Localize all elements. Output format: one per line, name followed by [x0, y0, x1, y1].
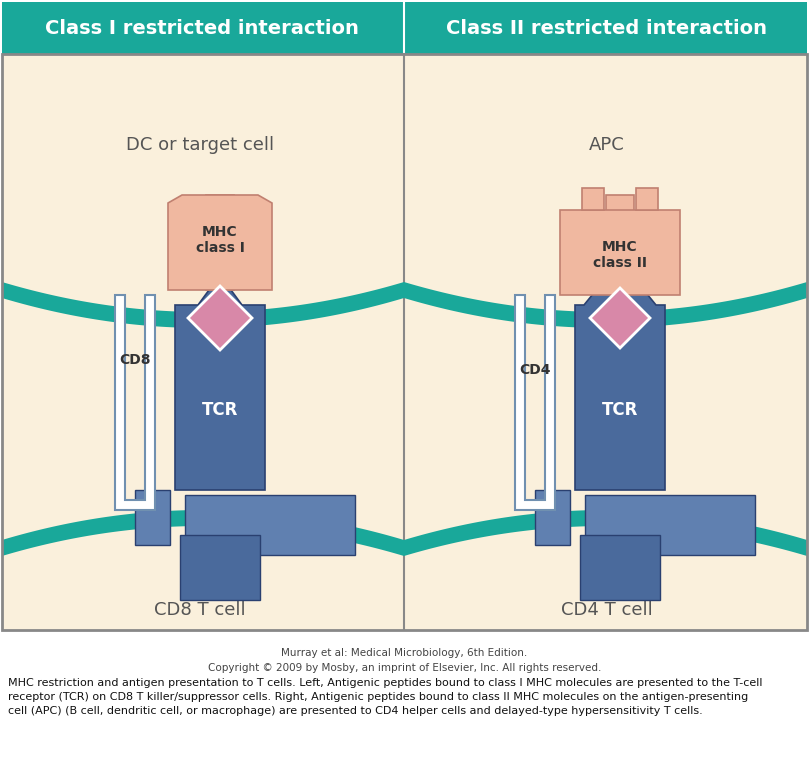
Bar — [2, 54, 807, 630]
Polygon shape — [404, 282, 807, 328]
Text: TCR: TCR — [201, 401, 238, 419]
Polygon shape — [2, 282, 404, 328]
Text: DC or target cell: DC or target cell — [126, 136, 274, 154]
Bar — [585, 495, 755, 555]
Polygon shape — [560, 210, 680, 295]
Text: Murray et al: Medical Microbiology, 6th Edition.
Copyright © 2009 by Mosby, an i: Murray et al: Medical Microbiology, 6th … — [208, 648, 601, 672]
Polygon shape — [115, 295, 155, 510]
Text: CD4: CD4 — [519, 363, 551, 377]
Text: cell (APC) (B cell, dendritic cell, or macrophage) are presented to CD4 helper c: cell (APC) (B cell, dendritic cell, or m… — [8, 706, 703, 716]
Text: Class II restricted interaction: Class II restricted interaction — [446, 18, 767, 37]
Polygon shape — [515, 295, 555, 510]
Polygon shape — [590, 288, 650, 348]
Bar — [180, 535, 260, 600]
Bar — [535, 490, 570, 545]
Polygon shape — [175, 275, 265, 490]
Text: APC: APC — [589, 136, 625, 154]
Text: CD8: CD8 — [119, 353, 150, 367]
Bar — [2, 54, 807, 630]
Text: MHC
class II: MHC class II — [593, 240, 647, 270]
Bar — [580, 535, 660, 600]
Polygon shape — [168, 195, 272, 290]
Bar — [185, 495, 355, 555]
Bar — [606, 195, 634, 290]
Text: TCR: TCR — [602, 401, 638, 419]
Polygon shape — [2, 510, 404, 556]
Bar — [582, 188, 604, 210]
Text: receptor (TCR) on CD8 T killer/suppressor cells. Right, Antigenic peptides bound: receptor (TCR) on CD8 T killer/suppresso… — [8, 692, 748, 702]
Polygon shape — [575, 283, 665, 490]
Polygon shape — [404, 510, 807, 556]
Text: CD8 T cell: CD8 T cell — [155, 601, 246, 619]
Text: Class I restricted interaction: Class I restricted interaction — [45, 18, 359, 37]
Text: CD4 T cell: CD4 T cell — [561, 601, 653, 619]
Bar — [2, 2, 807, 54]
Bar — [135, 490, 170, 545]
Text: MHC restriction and antigen presentation to T cells. Left, Antigenic peptides bo: MHC restriction and antigen presentation… — [8, 678, 763, 688]
Bar — [206, 195, 234, 290]
Text: MHC
class I: MHC class I — [196, 225, 244, 255]
Bar — [636, 188, 658, 210]
Polygon shape — [188, 286, 252, 350]
